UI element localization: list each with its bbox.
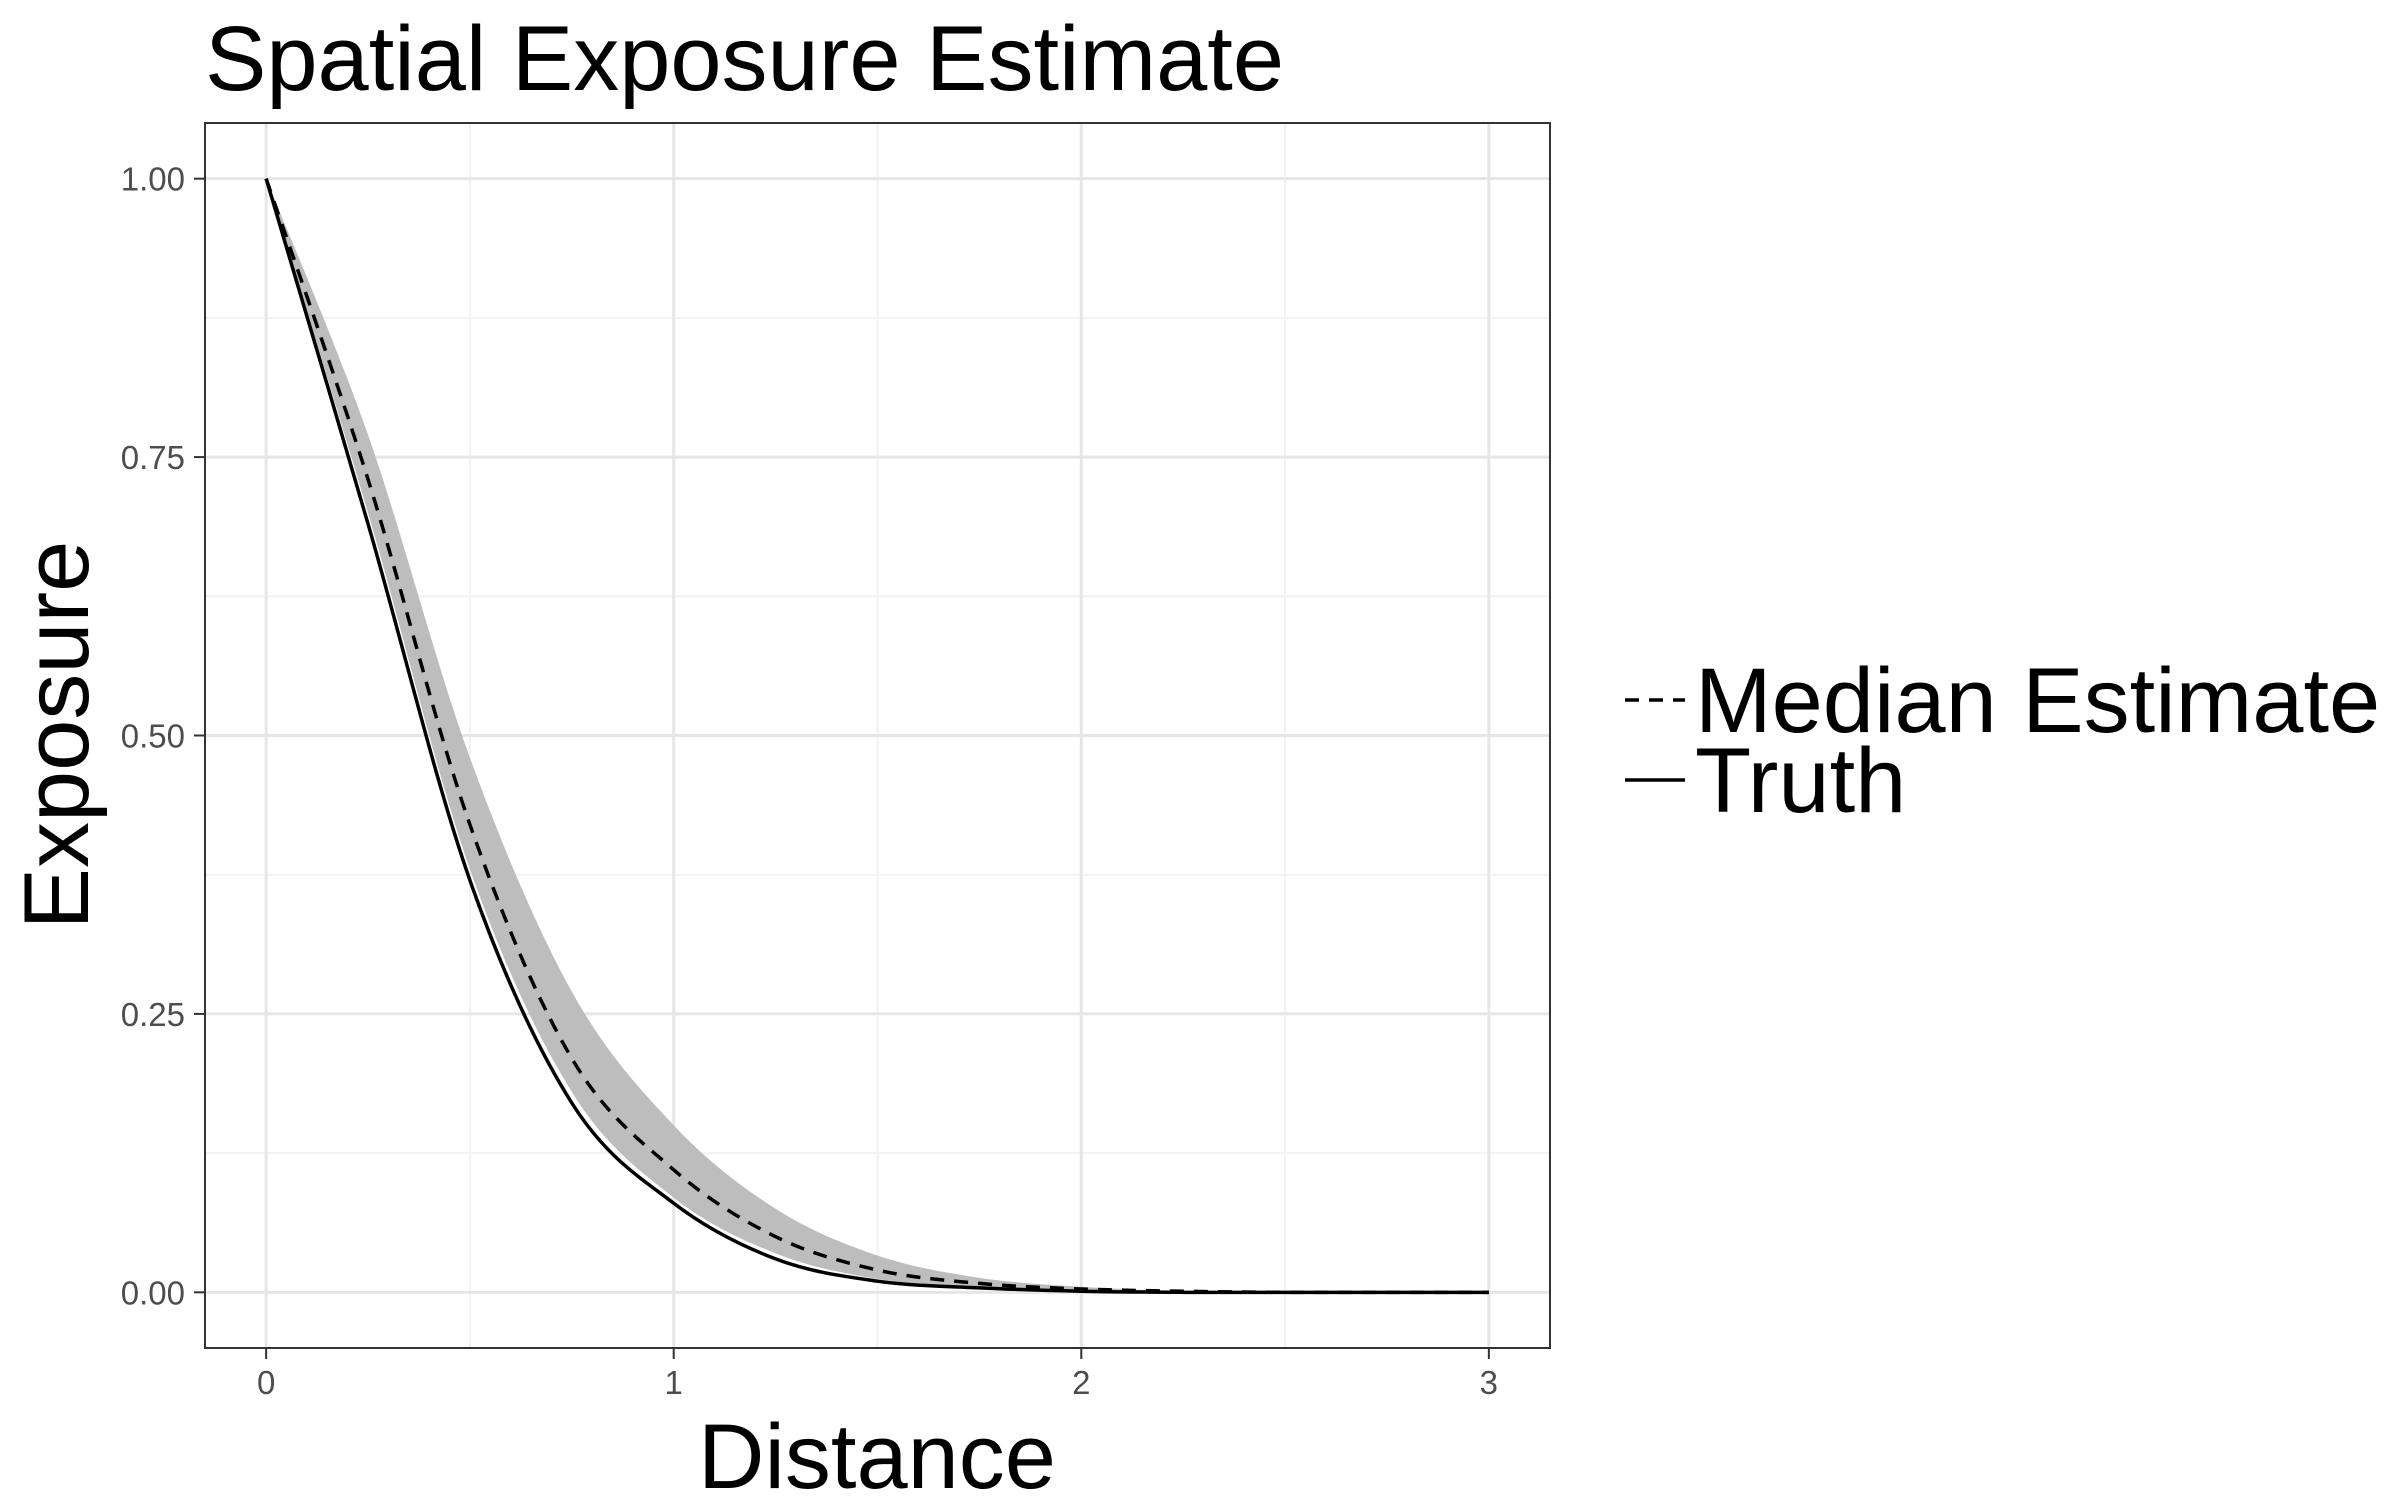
x-tick-label: 3 bbox=[1480, 1364, 1498, 1401]
series-line-truth bbox=[264, 178, 1489, 1295]
ribbon-layer bbox=[266, 178, 1489, 1293]
series-layer bbox=[264, 178, 1489, 1295]
legend-label: Median Estimate bbox=[1695, 650, 2380, 752]
y-tick-label: 1.00 bbox=[121, 161, 185, 198]
y-tick-label: 0.75 bbox=[121, 439, 185, 476]
x-axis-title: Distance bbox=[698, 1406, 1056, 1500]
major-gridlines bbox=[205, 123, 1550, 1348]
y-tick-label: 0.00 bbox=[121, 1274, 185, 1311]
x-tick-label: 2 bbox=[1072, 1364, 1090, 1401]
axis-ticks: 0 1 2 3 0.00 0.25 0.50 0.75 1.00 bbox=[121, 161, 1498, 1401]
confidence-ribbon bbox=[266, 178, 1489, 1293]
chart-title: Spatial Exposure Estimate bbox=[205, 8, 1284, 110]
series-line-median-estimate bbox=[264, 178, 1489, 1295]
legend-label: Truth bbox=[1695, 730, 1906, 832]
y-tick-label: 0.50 bbox=[121, 718, 185, 755]
y-tick-label: 0.25 bbox=[121, 996, 185, 1033]
x-tick-label: 1 bbox=[665, 1364, 683, 1401]
x-tick-label: 0 bbox=[257, 1364, 275, 1401]
y-axis-title: Exposure bbox=[6, 541, 108, 930]
